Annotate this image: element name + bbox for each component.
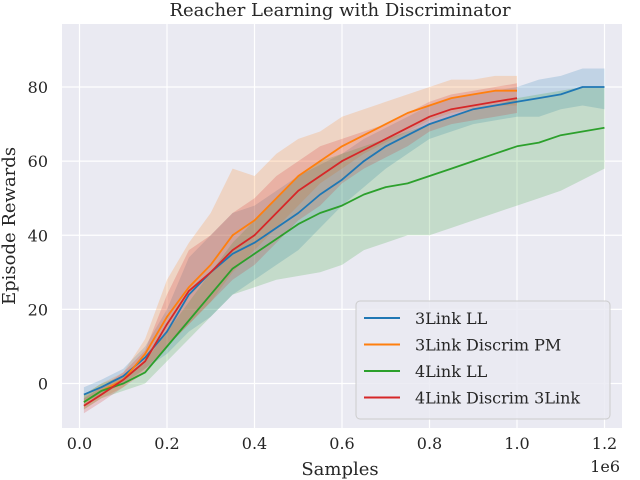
- legend-entry: 3Link Discrim PM: [415, 336, 561, 355]
- y-tick-label: 40: [28, 226, 48, 245]
- y-tick-label: 0: [38, 375, 48, 394]
- x-tick-labels: 0.0 0.2 0.4 0.6 0.8 1.0 1.2: [67, 434, 617, 453]
- line-series-3: [83, 97, 518, 407]
- line-series-1: [83, 89, 517, 403]
- line-series-0: [83, 86, 605, 396]
- legend: 3Link LL 3Link Discrim PM 4Link LL 4Link Di…: [355, 300, 611, 420]
- chart-title: Reacher Learning with Discriminator: [169, 0, 511, 21]
- x-offset-label: 1e6: [590, 457, 620, 476]
- x-tick-label: 1.2: [592, 434, 617, 453]
- y-tick-label: 60: [28, 152, 48, 171]
- line-series-2: [83, 126, 605, 403]
- legend-entry: 4Link Discrim 3Link: [415, 389, 580, 408]
- y-axis-label: Episode Rewards: [0, 147, 20, 305]
- legend-entry: 3Link LL: [415, 309, 488, 328]
- x-tick-label: 0.6: [329, 434, 354, 453]
- x-tick-label: 0.4: [242, 434, 267, 453]
- band-series-3: [83, 83, 518, 414]
- x-tick-label: 0.2: [154, 434, 179, 453]
- series-lines: [83, 86, 605, 407]
- x-tick-label: 0.8: [417, 434, 442, 453]
- y-tick-labels: 0 20 40 60 80: [28, 78, 48, 394]
- x-axis-label: Samples: [301, 459, 378, 480]
- y-tick-label: 80: [28, 78, 48, 97]
- y-tick-label: 20: [28, 300, 48, 319]
- legend-entry: 4Link LL: [415, 362, 488, 381]
- legend-box: [355, 300, 611, 420]
- x-tick-label: 1.0: [504, 434, 529, 453]
- band-series-2: [83, 87, 605, 410]
- x-tick-label: 0.0: [67, 434, 92, 453]
